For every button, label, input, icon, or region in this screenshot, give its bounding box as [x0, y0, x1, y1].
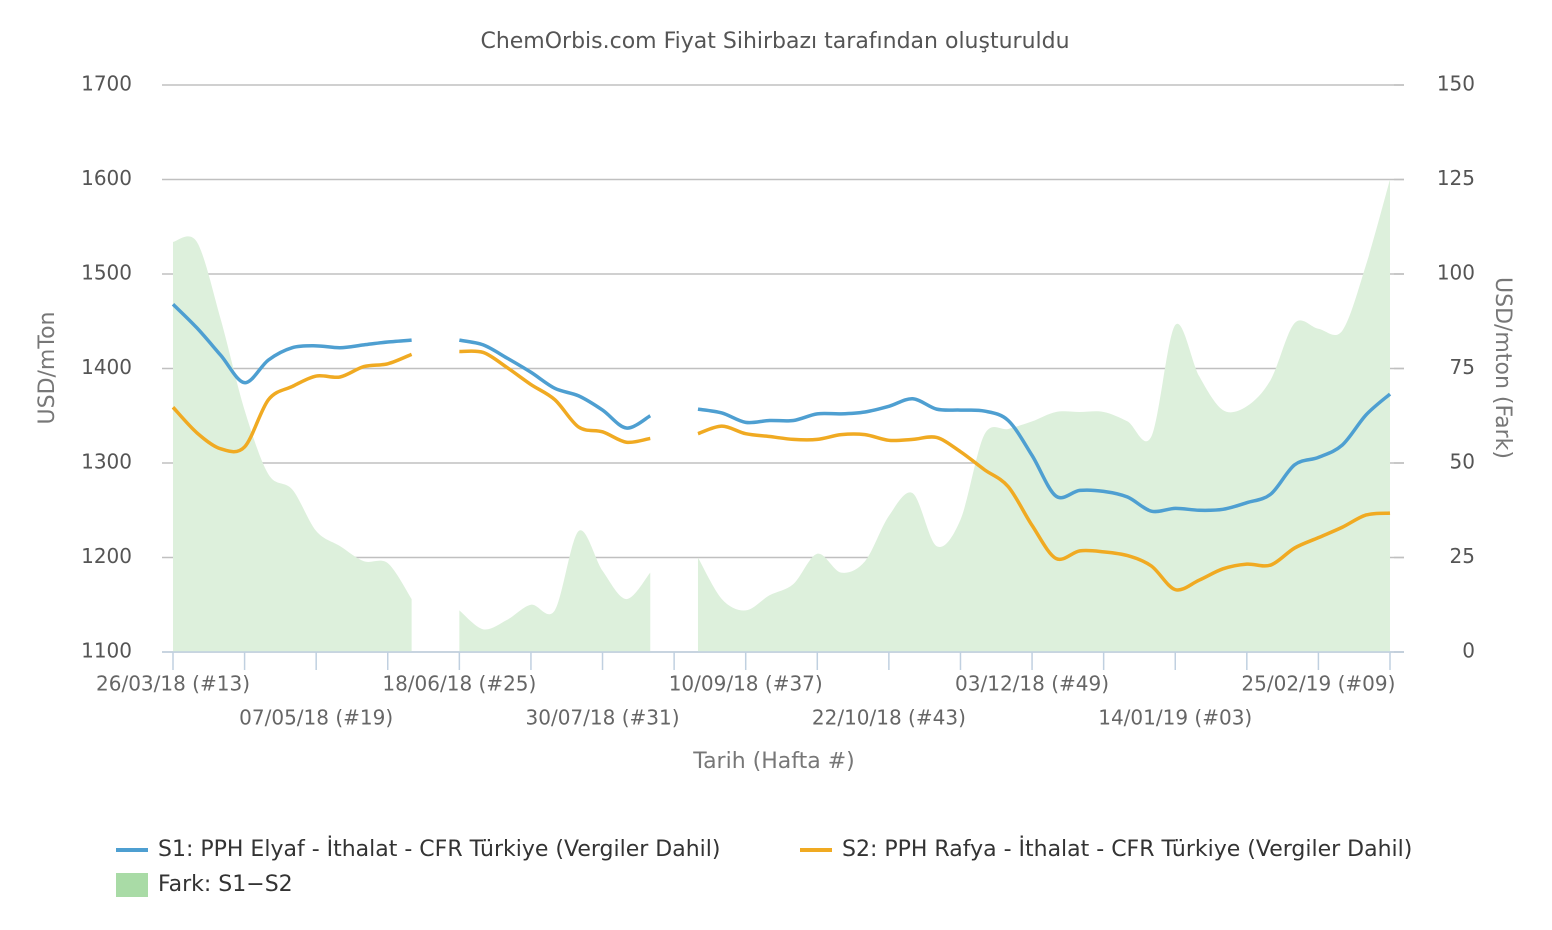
y2-tick-label: 150 — [1437, 72, 1475, 96]
y-axis-title: USD/mTon — [35, 312, 60, 425]
legend-item: Fark: S1−S2 — [116, 872, 293, 897]
y-tick-label: 1700 — [81, 72, 132, 96]
areas — [173, 179, 1390, 652]
legend-label: Fark: S1−S2 — [158, 872, 293, 897]
series-line — [171, 349, 1391, 592]
y-tick-label: 1400 — [81, 355, 132, 379]
x-tick-label: 03/12/18 (#49) — [955, 672, 1109, 696]
x-axis-title: Tarih (Hafta #) — [692, 749, 854, 774]
lines — [171, 302, 1392, 592]
x-tick-label: 14/01/19 (#03) — [1098, 706, 1252, 730]
legend-item: S1: PPH Elyaf - İthalat - CFR Türkiye (V… — [116, 836, 720, 862]
y-tick-label: 1100 — [81, 639, 132, 663]
y2-tick-label: 125 — [1437, 166, 1475, 190]
x-tick-label: 18/06/18 (#25) — [382, 672, 536, 696]
y2-tick-label: 75 — [1450, 355, 1475, 379]
x-tick-label: 22/10/18 (#43) — [812, 706, 966, 730]
y2-axis-title: USD/mton (Fark) — [1490, 277, 1515, 459]
series-area — [173, 179, 1390, 652]
legend-label: S1: PPH Elyaf - İthalat - CFR Türkiye (V… — [158, 836, 720, 862]
legend-label: S2: PPH Rafya - İthalat - CFR Türkiye (V… — [842, 836, 1412, 862]
y-tick-label: 1500 — [81, 261, 132, 285]
x-tick-label: 26/03/18 (#13) — [96, 672, 250, 696]
x-tick-label: 07/05/18 (#19) — [239, 706, 393, 730]
y-tick-label: 1200 — [81, 544, 132, 568]
y2-tick-label: 100 — [1437, 261, 1475, 285]
y2-tick-label: 50 — [1450, 450, 1475, 474]
series-line — [171, 302, 1392, 514]
y2-tick-label: 0 — [1462, 639, 1475, 663]
grid — [162, 84, 1404, 653]
x-tick-label: 10/09/18 (#37) — [669, 672, 823, 696]
y2-tick-label: 25 — [1450, 544, 1475, 568]
legend-item: S2: PPH Rafya - İthalat - CFR Türkiye (V… — [800, 836, 1412, 862]
chart-title: ChemOrbis.com Fiyat Sihirbazı tarafından… — [480, 29, 1069, 54]
x-tick-label: 30/07/18 (#31) — [526, 706, 680, 730]
y-tick-label: 1300 — [81, 450, 132, 474]
y-tick-label: 1600 — [81, 166, 132, 190]
legend-swatch — [116, 873, 148, 897]
x-tick-label: 25/02/19 (#09) — [1241, 672, 1395, 696]
